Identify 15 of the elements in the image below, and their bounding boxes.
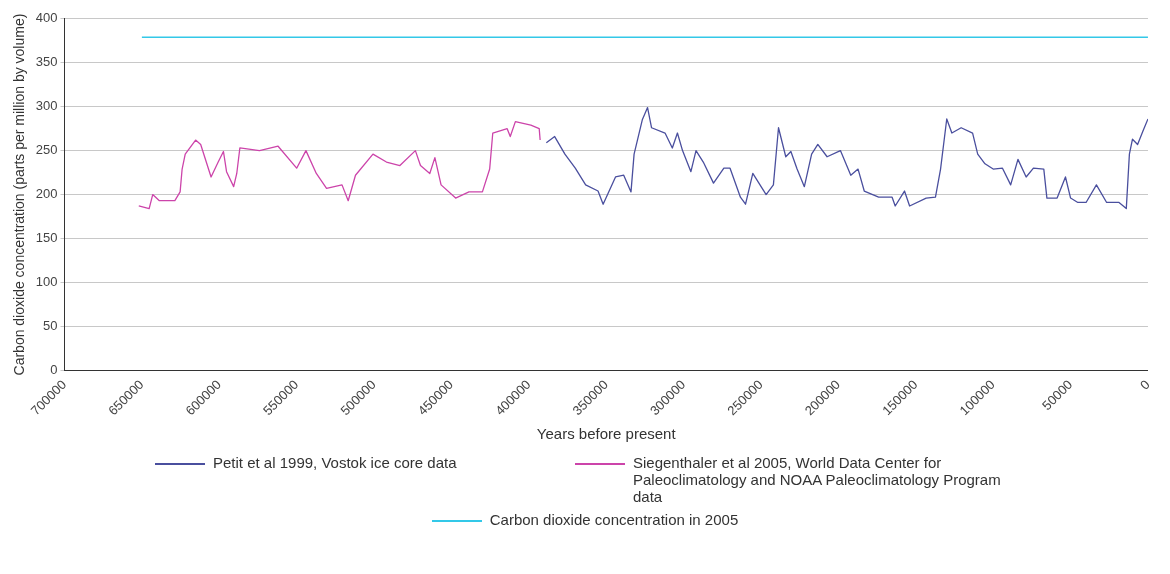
legend-label: Petit et al 1999, Vostok ice core data (213, 454, 457, 471)
legend-label: Carbon dioxide concentration in 2005 (489, 511, 739, 528)
y-tick-label: 250 (35, 142, 58, 158)
y-axis-title: Carbon dioxide concentration (parts per million by volume) (11, 13, 28, 376)
y-tick-label: 350 (35, 54, 58, 70)
y-tick-label: 150 (35, 230, 58, 246)
x-tick-label: 0 (1136, 376, 1153, 393)
y-tick-label: 50 (43, 317, 58, 333)
y-tick-label: 200 (35, 186, 58, 202)
y-tick-label: 400 (35, 10, 58, 26)
x-axis-title: Years before present (536, 425, 677, 443)
y-tick-label: 300 (35, 98, 58, 114)
y-tick-label: 100 (35, 274, 58, 289)
legend-label: Siegenthaler et al 2005, World Data Center for Paleoclimatology and NOAA Paleoclimatology Program data (633, 454, 1002, 505)
y-tick-label: 0 (50, 361, 58, 377)
